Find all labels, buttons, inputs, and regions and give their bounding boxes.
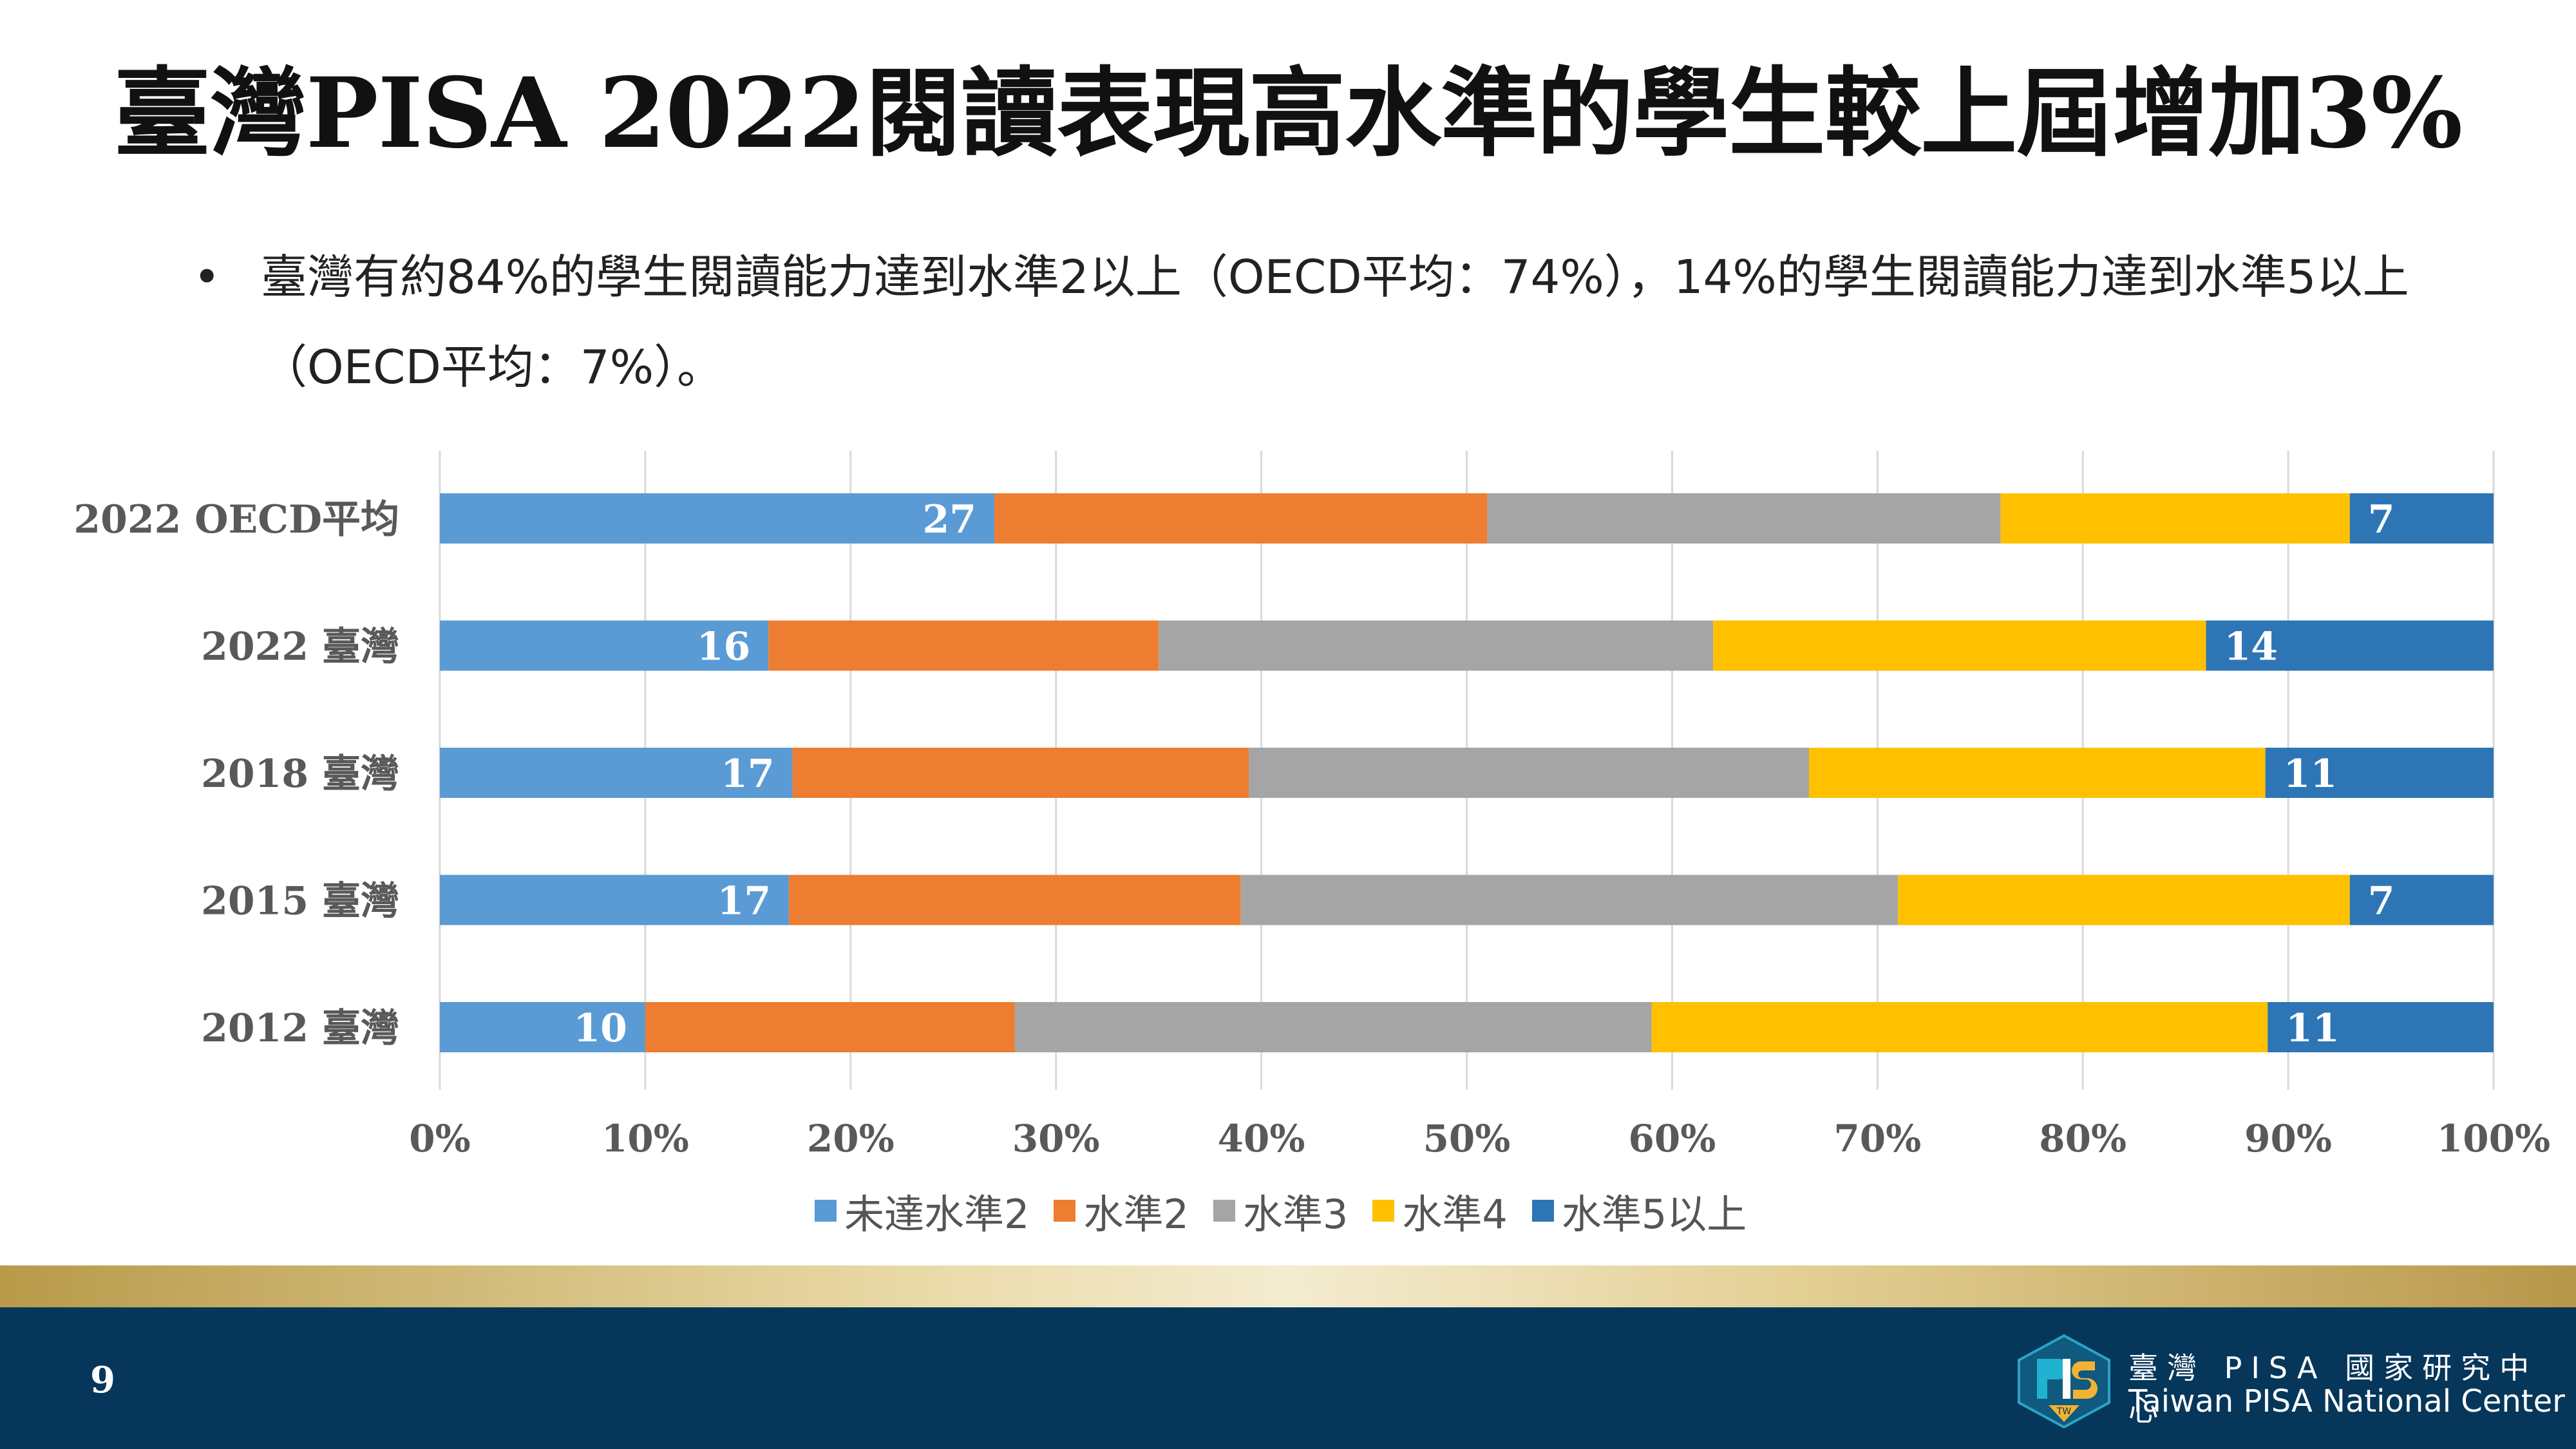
footer-bar (0, 1307, 2576, 1449)
category-label: 2018 臺灣 (201, 752, 399, 797)
bar-segment (440, 620, 769, 671)
logo-badge-text: TW (2056, 1406, 2072, 1417)
x-tick-label: 100% (2437, 1117, 2550, 1160)
bar-segment (789, 875, 1241, 925)
legend-swatch (1531, 1200, 1554, 1222)
category-label: 2015 臺灣 (201, 879, 399, 924)
data-label: 10 (573, 1006, 627, 1051)
chart-legend: 未達水準2 水準2 水準3 水準4 水準5以上 (815, 1185, 1771, 1238)
bar-segment (1014, 1002, 1652, 1052)
data-label: 7 (2368, 879, 2395, 924)
legend-swatch (815, 1200, 837, 1222)
bar-segment (1651, 1002, 2268, 1052)
bar-segment (645, 1002, 1015, 1052)
bar-segment (1898, 875, 2350, 925)
org-name-chinese: 臺灣 PISA 國家研究中心 (2128, 1350, 2539, 1428)
x-tick-label: 60% (1628, 1117, 1716, 1160)
bullet-text-line1: 臺灣有約84%的學生閱讀能力達到水準2以上（OECD平均：74%），14%的學生… (261, 250, 2409, 304)
legend-label: 水準5以上 (1561, 1191, 1747, 1238)
x-tick-label: 40% (1218, 1117, 1305, 1160)
x-tick-label: 90% (2244, 1117, 2332, 1160)
x-tick-label: 0% (409, 1117, 470, 1160)
bar-segment (1713, 620, 2206, 671)
category-label: 2012 臺灣 (201, 1006, 399, 1051)
bar-segment (1487, 493, 2001, 544)
bar-segment (1249, 748, 1809, 798)
pisa-logo-icon: TW (2018, 1334, 2110, 1429)
legend-item: 水準5以上 (1531, 1182, 1747, 1240)
x-tick-label: 10% (601, 1117, 689, 1160)
bar-segment (2206, 620, 2494, 671)
bar-segment (440, 748, 793, 798)
legend-label: 未達水準2 (844, 1191, 1030, 1238)
legend-item: 水準4 (1372, 1182, 1508, 1240)
legend-item: 水準3 (1213, 1182, 1348, 1240)
x-tick-label: 70% (1833, 1117, 1921, 1160)
bar-segment (768, 620, 1159, 671)
org-name-english: Taiwan PISA National Center (2128, 1383, 2565, 1419)
legend-label: 水準3 (1242, 1191, 1349, 1238)
data-label: 11 (2286, 1006, 2340, 1051)
bar-segment (792, 748, 1249, 798)
category-label: 2022 臺灣 (201, 625, 399, 670)
x-tick-label: 20% (807, 1117, 895, 1160)
data-label: 14 (2224, 625, 2278, 670)
legend-label: 水準2 (1083, 1191, 1189, 1238)
bar-segment (1809, 748, 2266, 798)
data-label: 17 (721, 752, 775, 797)
bar-segment (440, 1002, 645, 1052)
legend-swatch (1213, 1200, 1235, 1222)
legend-swatch (1054, 1200, 1076, 1222)
legend-item: 未達水準2 (815, 1182, 1029, 1240)
category-label: 2022 OECD平均 (73, 497, 399, 542)
legend-item: 水準2 (1054, 1182, 1189, 1240)
slide-title: 臺灣PISA 2022閱讀表現高水準的學生較上屆增加3% (113, 57, 2463, 170)
bar-segment (994, 493, 1488, 544)
stacked-bar-chart: 0% 10% 20% 30% 40% 50% 60% 70% 80% 90% 100% 27 7 2022… (73, 451, 2550, 1160)
legend-label: 水準4 (1402, 1191, 1508, 1238)
bullet-text-line2: （OECD平均：7%）。 (261, 340, 724, 394)
data-label: 7 (2368, 497, 2395, 542)
bar-segment (2000, 493, 2350, 544)
bar-segment (2349, 875, 2494, 925)
bar-segment (1159, 620, 1714, 671)
bar-segment (2349, 493, 2494, 544)
legend-swatch (1372, 1200, 1395, 1222)
bar-segment (440, 875, 790, 925)
data-label: 27 (923, 497, 977, 542)
x-tick-label: 50% (1423, 1117, 1511, 1160)
x-tick-label: 30% (1012, 1117, 1100, 1160)
data-label: 16 (697, 625, 751, 670)
x-tick-label: 80% (2039, 1117, 2126, 1160)
bar-segment (1240, 875, 1899, 925)
data-label: 11 (2284, 752, 2338, 797)
bar-segment (2268, 1002, 2494, 1052)
bar-segment (440, 493, 995, 544)
page-number: 9 (90, 1359, 115, 1401)
data-label: 17 (717, 879, 772, 924)
bar-segment (2265, 748, 2494, 798)
gold-divider-band (0, 1265, 2576, 1307)
bullet-symbol: • (193, 250, 221, 304)
